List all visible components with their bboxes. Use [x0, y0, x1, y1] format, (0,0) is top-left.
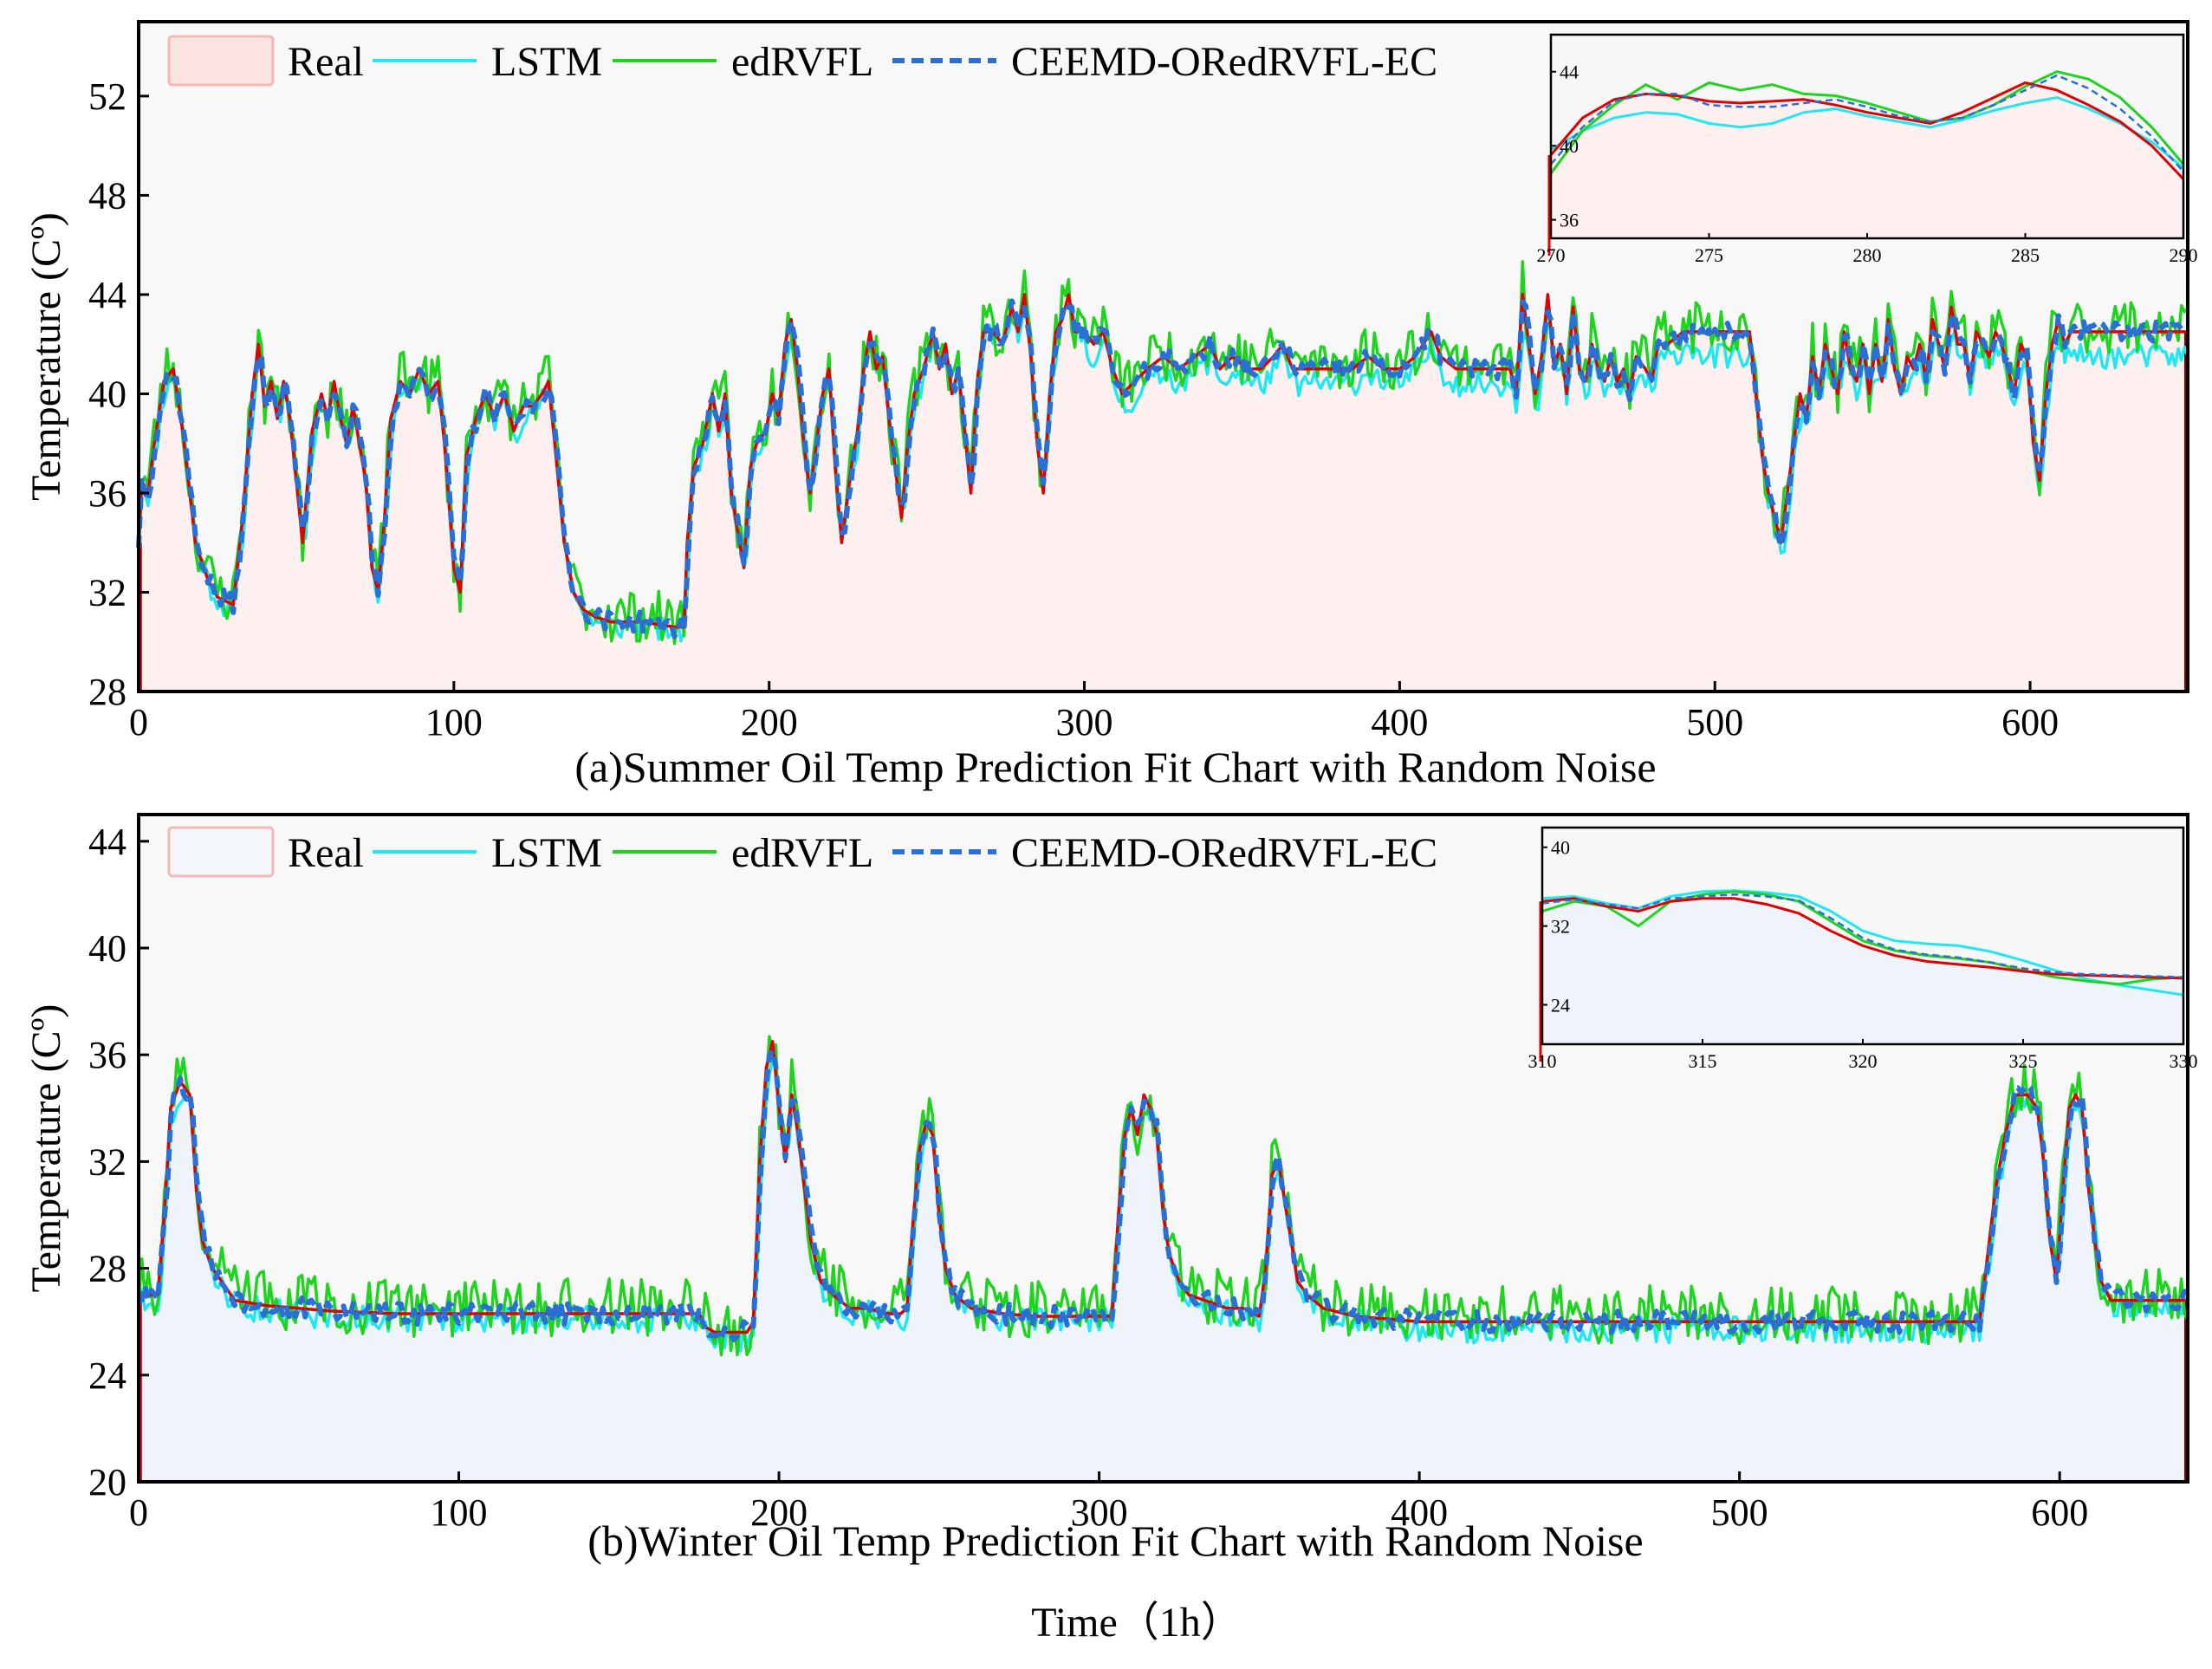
legend-label-lstm: LSTM [491, 830, 602, 876]
inset-x-tick-label: 330 [2170, 1050, 2198, 1072]
x-tick-label: 300 [1056, 701, 1113, 744]
inset-real-area [1551, 82, 2183, 238]
real-series-area [139, 294, 2188, 692]
y-tick-label: 44 [88, 274, 126, 316]
y-tick-label: 40 [88, 373, 126, 415]
y-tick-label: 32 [88, 1140, 126, 1183]
y-tick-label: 48 [88, 174, 126, 217]
inset-y-tick-label: 36 [1560, 210, 1579, 231]
y-tick-label: 36 [88, 1034, 126, 1076]
inset-edrvfl-line [1541, 890, 2184, 986]
inset-y-tick-label: 32 [1551, 916, 1570, 938]
winter-legend: Real LSTM edRVFL CEEMD-ORedRVFL-EC [167, 826, 1437, 878]
y-tick-label: 20 [88, 1461, 126, 1503]
x-tick-label: 200 [741, 701, 798, 744]
inset-x-tick-label: 275 [1695, 244, 1723, 266]
inset-x-tick-label: 325 [2009, 1050, 2038, 1072]
summer-y-axis-label: Temperature (Cº) [23, 212, 69, 501]
inset-x-tick-label: 310 [1528, 1050, 1557, 1072]
x-tick-label: 300 [1071, 1491, 1128, 1534]
inset-x-tick-label: 280 [1853, 244, 1882, 266]
summer-chart-caption: (a)Summer Oil Temp Prediction Fit Chart … [574, 743, 1656, 791]
y-tick-label: 40 [88, 927, 126, 970]
winter-chart-caption: (b)Winter Oil Temp Prediction Fit Chart … [587, 1516, 1643, 1565]
y-tick-label: 36 [88, 472, 126, 515]
legend-label-edrvfl: edRVFL [731, 39, 873, 85]
legend-swatch-real [167, 826, 275, 878]
winter-chart-panel: 0 100 200 300 400 500 600 20 24 28 32 36 40 44 Temper… [23, 813, 2198, 1565]
summer-inset-zoom: 270 275 280 285 290 36 40 44 [1537, 33, 2198, 266]
x-tick-label: 500 [1686, 701, 1743, 744]
x-tick-label: 200 [750, 1491, 808, 1534]
y-tick-label: 28 [88, 1248, 126, 1290]
inset-edrvfl-line [1549, 70, 2185, 175]
x-tick-label: 600 [2001, 701, 2059, 744]
x-tick-label: 100 [425, 701, 483, 744]
x-tick-label: 400 [1391, 1491, 1448, 1534]
inset-real-line [1541, 897, 2184, 980]
real-series-area [139, 1041, 2188, 1482]
legend-label-ceemd: CEEMD-ORedRVFL-EC [1011, 39, 1437, 85]
x-tick-label: 500 [1711, 1491, 1768, 1534]
ceemd-series-line [138, 1048, 2189, 1342]
legend-label-real: Real [288, 830, 364, 876]
y-tick-label: 28 [88, 671, 126, 713]
ceemd-series-line [136, 298, 2189, 640]
inset-ceemd-oredrvfl-ec-line [1541, 893, 2184, 978]
y-tick-label: 24 [88, 1354, 126, 1397]
y-tick-label: 44 [88, 821, 126, 863]
x-tick-label: 0 [129, 701, 148, 744]
inset-y-tick-label: 40 [1551, 837, 1570, 859]
inset-x-tick-label: 320 [1849, 1050, 1878, 1072]
summer-plot-frame [137, 20, 2189, 693]
inset-x-tick-label: 290 [2170, 244, 2198, 266]
y-tick-label: 32 [88, 571, 126, 614]
legend-label-ceemd: CEEMD-ORedRVFL-EC [1011, 830, 1437, 876]
inset-real-area [1542, 898, 2183, 1044]
x-tick-label: 600 [2031, 1491, 2088, 1534]
summer-legend: Real LSTM edRVFL CEEMD-ORedRVFL-EC [167, 35, 1437, 87]
legend-label-edrvfl: edRVFL [731, 830, 873, 876]
legend-label-real: Real [288, 39, 364, 85]
legend-swatch-real [167, 35, 275, 87]
x-tick-label: 100 [431, 1491, 488, 1534]
inset-y-tick-label: 44 [1560, 62, 1579, 83]
inset-lstm-line [1550, 96, 2184, 169]
winter-y-axis-label: Temperature (Cº) [23, 1004, 69, 1293]
x-tick-label: 400 [1371, 701, 1428, 744]
inset-y-tick-label: 24 [1551, 995, 1570, 1016]
x-tick-label: 0 [129, 1491, 148, 1534]
summer-chart-panel: 0 100 200 300 400 500 600 28 32 36 40 44 48 52 Temper… [23, 20, 2198, 791]
inset-x-tick-label: 270 [1537, 244, 1566, 266]
y-tick-label: 52 [88, 75, 126, 118]
legend-label-lstm: LSTM [491, 39, 602, 85]
inset-real-line [1549, 81, 2185, 180]
inset-x-tick-label: 285 [2011, 244, 2040, 266]
x-axis-label: Time（1h） [1031, 1600, 1242, 1646]
winter-inset-zoom: 310 315 320 325 330 24 32 40 [1528, 826, 2198, 1072]
inset-y-tick-label: 40 [1560, 135, 1579, 157]
winter-plot-frame [137, 813, 2189, 1484]
inset-x-tick-label: 315 [1689, 1050, 1717, 1072]
